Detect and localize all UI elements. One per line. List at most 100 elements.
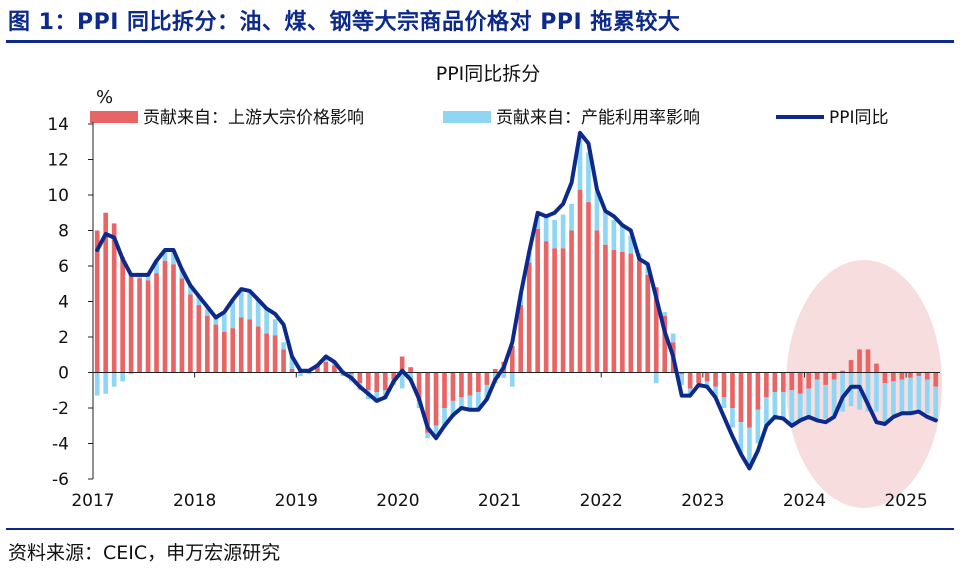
x-axis: 2017 2018 2019 2020 2021 2022 2023 2024 2025 [71,372,940,511]
upstream-bar [687,372,693,389]
upstream-bar [365,372,371,391]
upstream-bar [662,315,668,373]
upstream-bar [891,372,896,382]
figure-title: 图 1：PPI 同比拆分：油、煤、钢等大宗商品价格对 PPI 拖累较大 [8,10,681,35]
capacity-bar [213,317,219,325]
upstream-bar [594,230,600,373]
capacity-bar [128,372,134,375]
upstream-bar [535,228,541,373]
capacity-bar [814,379,820,421]
upstream-bar [653,287,659,373]
upstream-bar [196,305,202,373]
capacity-bar [603,210,608,245]
upstream-bar [484,372,490,385]
capacity-bar [662,312,668,316]
capacity-bar [874,372,879,412]
upstream-bar [908,372,913,378]
legend-swatch-capacity [443,111,491,123]
capacity-bar [628,235,634,254]
y-unit-label: % [96,87,113,108]
capacity-bar [908,377,913,414]
upstream-bar [247,319,253,373]
capacity-bar [484,384,490,400]
chart-title: PPI同比拆分 [436,63,541,85]
upstream-bar [831,372,837,380]
capacity-bar [111,372,117,387]
upstream-bar [636,260,642,373]
capacity-bar [306,372,312,375]
legend-label-upstream: 贡献来自：上游大宗价格影响 [143,108,364,128]
x-tick-label: 2021 [478,491,521,511]
y-axis: -6 -4 -2 0 2 4 6 8 10 12 14 [47,115,94,490]
upstream-bar [620,251,625,373]
capacity-bar [145,274,151,281]
upstream-bar [399,356,405,373]
upstream-bar [865,349,871,373]
upstream-bar [840,370,845,373]
capacity-bar [780,392,786,419]
upstream-bar [171,264,176,373]
capacity-bar [806,388,812,419]
upstream-bar [103,212,109,373]
upstream-bar [230,328,236,373]
capacity-bar [188,285,193,295]
upstream-bar [874,363,879,373]
capacity-bar [154,262,159,274]
upstream-bar [145,280,151,373]
upstream-bar [289,368,295,373]
capacity-bar [281,342,286,350]
capacity-bar [399,372,405,389]
capacity-bar [594,191,600,231]
upstream-bar [645,274,651,373]
upstream-bar [205,315,210,373]
upstream-bar [374,372,380,393]
upstream-bar [213,324,219,373]
upstream-bar [764,372,769,398]
upstream-bar [560,248,566,373]
upstream-bar [882,372,888,384]
y-tick-label: -6 [52,470,69,490]
upstream-bar [357,372,363,384]
upstream-bar [916,372,922,377]
upstream-bar [416,372,422,401]
capacity-bar [899,379,905,414]
upstream-bar [780,372,786,393]
upstream-bar [603,244,608,373]
upstream-bar [459,372,464,398]
y-tick-label: 12 [47,151,69,171]
upstream-bar [425,372,430,433]
upstream-bar [543,241,549,373]
upstream-bar [713,372,718,387]
upstream-bar [679,372,684,375]
capacity-bar [289,356,295,369]
capacity-bar [586,152,591,203]
capacity-bar [171,250,176,265]
capacity-bar [120,372,125,382]
upstream-bar [611,250,617,373]
ppi-line [95,130,938,471]
x-tick-label: 2017 [71,491,114,511]
capacity-bar [264,308,269,334]
upstream-bar [382,372,388,391]
capacity-bar [425,432,430,439]
x-tick-label: 2024 [783,491,826,511]
source-note: 资料来源：CEIC，申万宏源研究 [8,542,281,564]
capacity-bar [577,134,583,190]
upstream-bar [272,335,278,373]
capacity-bar [789,390,795,424]
source-rule [6,528,954,530]
capacity-bar [552,219,557,249]
capacity-bar [205,308,210,316]
y-tick-label: 4 [58,293,69,313]
capacity-bar [865,372,871,412]
capacity-bar [476,392,481,410]
x-tick-label: 2023 [681,491,724,511]
legend-label-capacity: 贡献来自：产能利用率影响 [496,108,700,128]
upstream-bar [806,372,812,389]
upstream-bar [586,202,591,373]
upstream-bar [628,253,634,373]
y-tick-label: 6 [58,257,69,277]
upstream-bar [797,372,803,394]
capacity-bar [882,383,888,424]
capacity-bar [408,372,413,380]
